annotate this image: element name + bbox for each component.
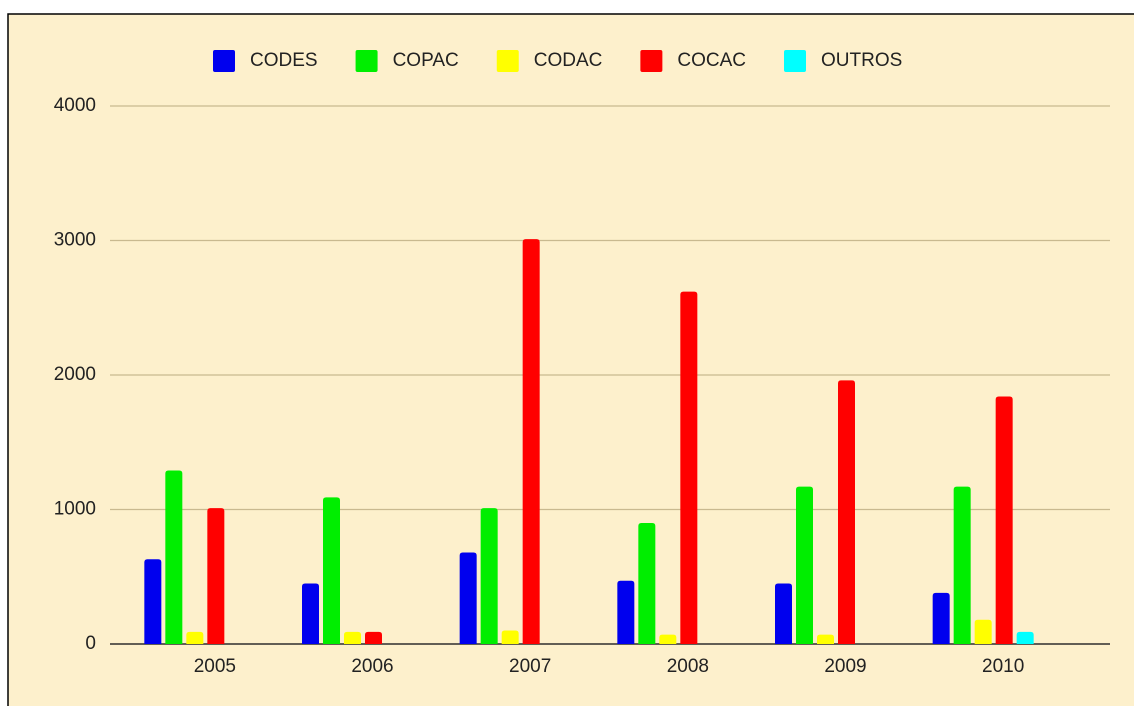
- bar: [932, 592, 950, 644]
- x-tick-label: 2006: [351, 656, 393, 677]
- bar: [365, 631, 382, 644]
- bar: [144, 559, 162, 644]
- bar: [775, 583, 792, 644]
- x-tick-label: 2005: [194, 656, 236, 677]
- legend-swatch: [213, 50, 235, 72]
- legend-label: OUTROS: [821, 50, 902, 71]
- bar: [680, 291, 698, 644]
- bar: [186, 631, 204, 644]
- chart-background: [7, 13, 1134, 706]
- x-tick-label: 2010: [982, 656, 1024, 677]
- y-tick-label: 1000: [54, 499, 96, 520]
- bar: [659, 634, 677, 644]
- legend-swatch: [496, 50, 519, 72]
- bar: [974, 619, 992, 644]
- bar: [480, 508, 498, 644]
- y-tick-label: 2000: [54, 364, 96, 385]
- bar: [1016, 631, 1034, 644]
- bar: [522, 239, 540, 644]
- bar: [638, 522, 656, 644]
- x-tick-label: 2008: [667, 656, 709, 677]
- bar: [953, 486, 971, 644]
- bar: [796, 486, 813, 644]
- bar: [838, 380, 855, 644]
- bar: [344, 631, 361, 644]
- legend-label: CODAC: [534, 50, 603, 71]
- legend-swatch: [784, 50, 806, 72]
- y-tick-label: 4000: [54, 95, 96, 116]
- bar: [207, 508, 225, 644]
- legend-swatch: [640, 50, 663, 72]
- y-tick-label: 0: [85, 633, 96, 654]
- bar: [302, 583, 319, 644]
- legend-label: COPAC: [393, 50, 459, 71]
- bar: [165, 470, 183, 644]
- y-tick-label: 3000: [54, 230, 96, 251]
- x-tick-label: 2009: [824, 656, 866, 677]
- x-tick-label: 2007: [509, 656, 551, 677]
- bar: [995, 396, 1013, 644]
- bar: [459, 552, 477, 644]
- legend-label: COCAC: [677, 50, 746, 71]
- legend-swatch: [355, 50, 378, 72]
- bar: [817, 634, 834, 644]
- bar: [501, 630, 519, 644]
- bar: [617, 580, 635, 644]
- bar: [323, 497, 340, 644]
- legend-label: CODES: [250, 50, 318, 71]
